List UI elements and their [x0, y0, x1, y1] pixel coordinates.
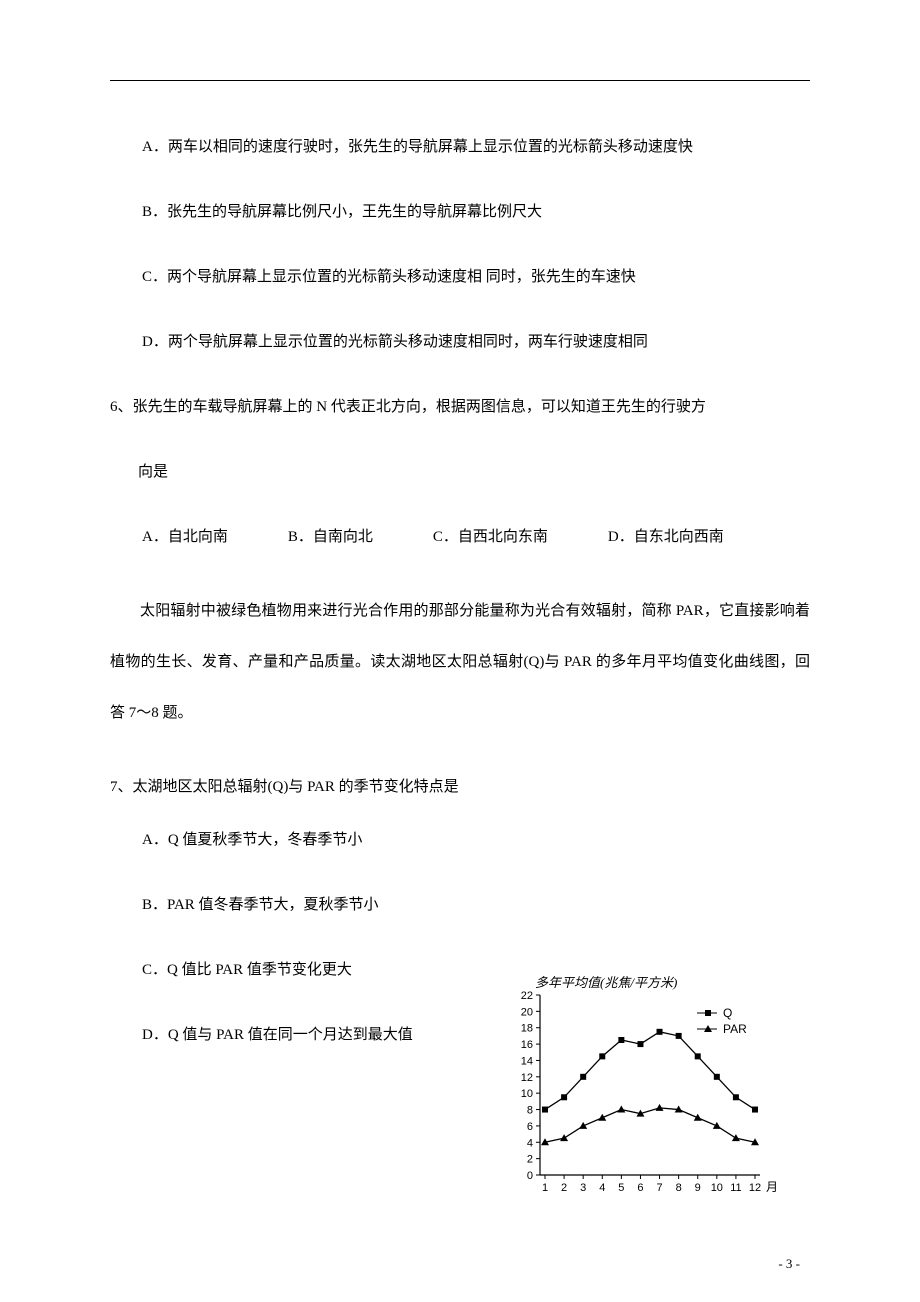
svg-text:0: 0 — [527, 1170, 533, 1182]
q5-option-b: B．张先生的导航屏幕比例尺小，王先生的导航屏幕比例尺大 — [110, 196, 810, 229]
q6-option-a: A．自北向南 — [142, 521, 228, 554]
svg-text:22: 22 — [521, 990, 533, 1002]
chart-container: 多年平均值(兆焦/平方米) 22201816141210864201234567… — [505, 972, 805, 1202]
svg-text:7: 7 — [656, 1182, 662, 1194]
svg-text:14: 14 — [521, 1055, 533, 1067]
svg-text:8: 8 — [527, 1105, 533, 1117]
q6-stem-line1: 6、张先生的车载导航屏幕上的 N 代表正北方向，根据两图信息，可以知道王先生的行… — [110, 391, 810, 424]
page-content: A．两车以相同的速度行驶时，张先生的导航屏幕上显示位置的光标箭头移动速度快 B．… — [110, 80, 810, 1052]
q7-stem: 7、太湖地区太阳总辐射(Q)与 PAR 的季节变化特点是 — [110, 771, 810, 804]
svg-text:20: 20 — [521, 1006, 533, 1018]
q5-option-c: C．两个导航屏幕上显示位置的光标箭头移动速度相 同时，张先生的车速快 — [110, 261, 810, 294]
svg-text:4: 4 — [599, 1182, 605, 1194]
chart-title: 多年平均值(兆焦/平方米) — [535, 972, 677, 991]
q7-option-a: A．Q 值夏秋季节大，冬春季节小 — [110, 824, 490, 857]
svg-text:Q: Q — [723, 1006, 732, 1020]
svg-text:12: 12 — [521, 1072, 533, 1084]
svg-text:12: 12 — [749, 1182, 761, 1194]
svg-text:18: 18 — [521, 1023, 533, 1035]
svg-text:2: 2 — [527, 1154, 533, 1166]
page-number: - 3 - — [778, 1256, 800, 1272]
q5-option-a: A．两车以相同的速度行驶时，张先生的导航屏幕上显示位置的光标箭头移动速度快 — [110, 131, 810, 164]
svg-text:PAR: PAR — [723, 1022, 747, 1036]
svg-text:4: 4 — [527, 1137, 533, 1149]
svg-text:3: 3 — [580, 1182, 586, 1194]
svg-text:2: 2 — [561, 1182, 567, 1194]
q6-options: A．自北向南 B．自南向北 C．自西北向东南 D．自东北向西南 — [110, 521, 810, 554]
svg-text:6: 6 — [637, 1182, 643, 1194]
q7-option-b: B．PAR 值冬春季节大，夏秋季节小 — [110, 889, 490, 922]
q7-option-c: C．Q 值比 PAR 值季节变化更大 — [110, 954, 490, 987]
svg-text:8: 8 — [676, 1182, 682, 1194]
svg-text:1: 1 — [542, 1182, 548, 1194]
q7-options-block: A．Q 值夏秋季节大，冬春季节小 B．PAR 值冬春季节大，夏秋季节小 C．Q … — [110, 824, 490, 1052]
q6-stem-line2: 向是 — [110, 456, 810, 489]
svg-text:10: 10 — [711, 1182, 723, 1194]
svg-text:5: 5 — [618, 1182, 624, 1194]
svg-text:16: 16 — [521, 1039, 533, 1051]
q6-option-c: C．自西北向东南 — [433, 521, 548, 554]
q6-option-d: D．自东北向西南 — [608, 521, 724, 554]
q7-option-d: D．Q 值与 PAR 值在同一个月达到最大值 — [110, 1019, 490, 1052]
q6-option-b: B．自南向北 — [288, 521, 373, 554]
svg-text:9: 9 — [695, 1182, 701, 1194]
svg-text:月: 月 — [766, 1180, 778, 1194]
q5-option-d: D．两个导航屏幕上显示位置的光标箭头移动速度相同时，两车行驶速度相同 — [110, 326, 810, 359]
line-chart: 2220181614121086420123456789101112月QPAR — [505, 990, 805, 1202]
svg-text:11: 11 — [730, 1182, 741, 1194]
svg-text:6: 6 — [527, 1121, 533, 1133]
passage-text: 太阳辐射中被绿色植物用来进行光合作用的那部分能量称为光合有效辐射，简称 PAR，… — [110, 586, 810, 739]
svg-text:10: 10 — [521, 1088, 533, 1100]
